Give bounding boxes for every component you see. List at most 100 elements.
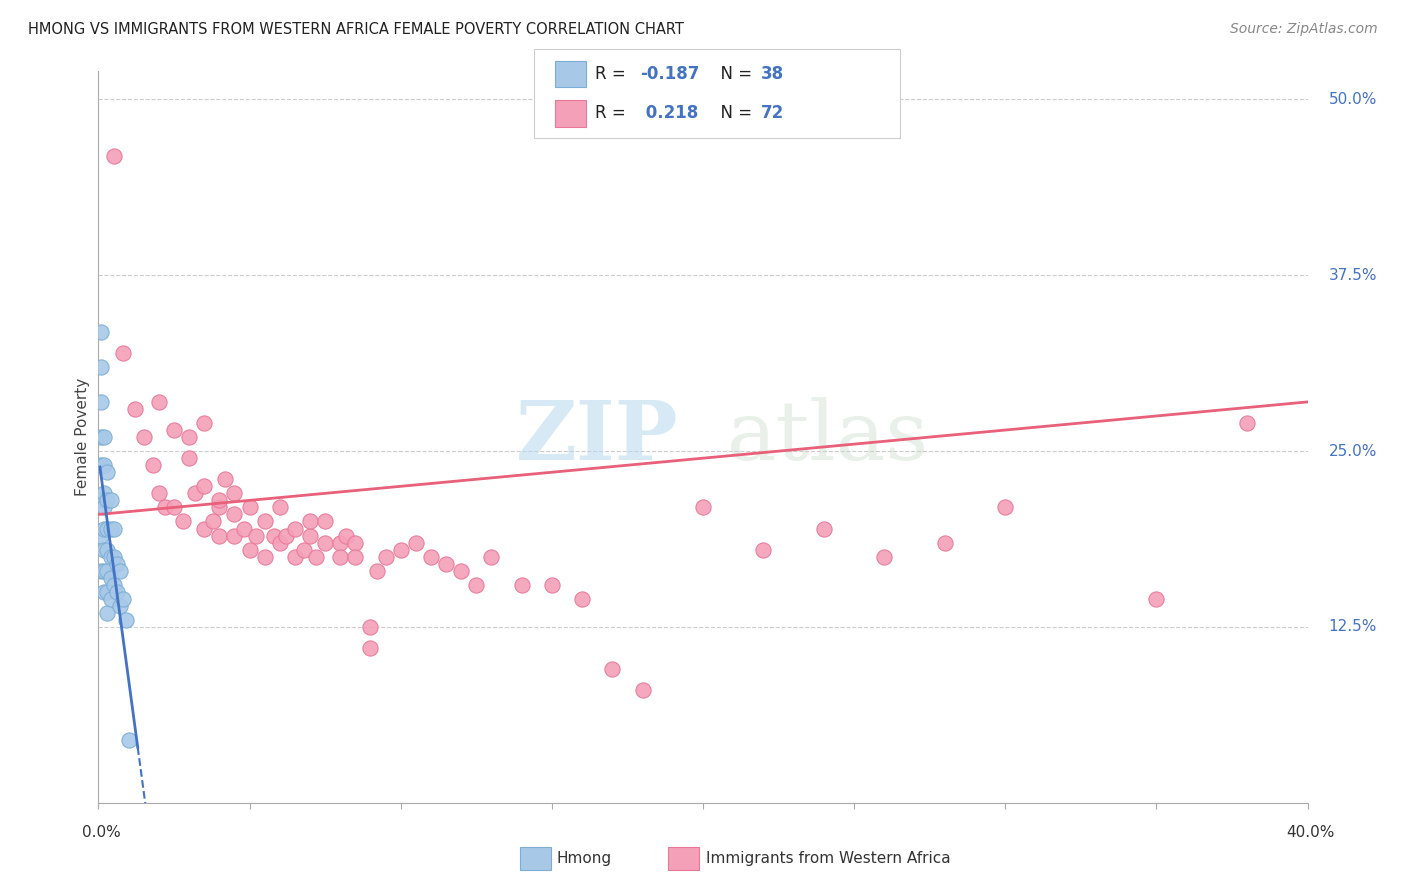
Point <box>344 549 367 564</box>
Point <box>284 521 307 535</box>
Text: ZIP: ZIP <box>516 397 679 477</box>
Point <box>752 542 775 557</box>
Text: R =: R = <box>595 65 631 83</box>
Point <box>329 535 352 549</box>
Text: N =: N = <box>710 65 758 83</box>
Point <box>100 493 122 508</box>
Point <box>96 606 118 620</box>
Point <box>202 515 225 529</box>
Point <box>118 732 141 747</box>
Text: atlas: atlas <box>727 397 929 477</box>
Point <box>873 549 896 564</box>
Text: 0.0%: 0.0% <box>82 825 121 840</box>
Point <box>405 535 427 549</box>
Point <box>93 584 115 599</box>
Point <box>813 521 835 535</box>
Point <box>96 493 118 508</box>
Text: HMONG VS IMMIGRANTS FROM WESTERN AFRICA FEMALE POVERTY CORRELATION CHART: HMONG VS IMMIGRANTS FROM WESTERN AFRICA … <box>28 22 683 37</box>
Point <box>96 542 118 557</box>
Point <box>100 549 122 564</box>
Text: Hmong: Hmong <box>557 851 612 865</box>
Point <box>103 149 125 163</box>
Point <box>253 515 276 529</box>
Point <box>419 549 441 564</box>
Text: Source: ZipAtlas.com: Source: ZipAtlas.com <box>1230 22 1378 37</box>
Point <box>193 479 215 493</box>
Point <box>360 620 382 634</box>
Point <box>571 591 593 606</box>
Text: 12.5%: 12.5% <box>1329 619 1376 634</box>
Point <box>105 557 128 571</box>
Point <box>465 578 488 592</box>
Text: 38: 38 <box>761 65 783 83</box>
Point <box>602 662 624 676</box>
Point <box>163 500 186 515</box>
Point <box>214 472 236 486</box>
Point <box>224 508 246 522</box>
Point <box>90 430 112 444</box>
Point <box>269 500 291 515</box>
Point <box>132 430 155 444</box>
Point <box>103 578 125 592</box>
Point <box>90 564 112 578</box>
Point <box>90 493 112 508</box>
Point <box>172 515 194 529</box>
Point <box>631 683 654 698</box>
Text: 37.5%: 37.5% <box>1329 268 1376 283</box>
Point <box>1236 416 1258 430</box>
Point <box>177 430 201 444</box>
Point <box>274 528 297 542</box>
Point <box>239 542 262 557</box>
Text: -0.187: -0.187 <box>640 65 699 83</box>
Point <box>193 521 215 535</box>
Point <box>100 521 122 535</box>
Point <box>934 535 956 549</box>
Point <box>389 542 412 557</box>
Point <box>314 535 336 549</box>
Point <box>105 584 128 599</box>
Point <box>434 557 457 571</box>
Point <box>232 521 254 535</box>
Point <box>994 500 1017 515</box>
Y-axis label: Female Poverty: Female Poverty <box>75 378 90 496</box>
Point <box>93 430 115 444</box>
Point <box>93 486 115 500</box>
Point <box>177 451 201 466</box>
Point <box>96 521 118 535</box>
Text: 72: 72 <box>761 104 785 122</box>
Point <box>335 528 357 542</box>
Point <box>148 395 170 409</box>
Text: 40.0%: 40.0% <box>1286 825 1334 840</box>
Point <box>100 591 122 606</box>
Point <box>510 578 533 592</box>
Point <box>114 613 136 627</box>
Point <box>305 549 328 564</box>
Point <box>124 401 146 416</box>
Point <box>93 521 115 535</box>
Point <box>208 500 231 515</box>
Point <box>360 641 382 656</box>
Point <box>103 521 125 535</box>
Text: 50.0%: 50.0% <box>1329 92 1376 107</box>
Point <box>692 500 714 515</box>
Point <box>344 535 367 549</box>
Point <box>1144 591 1167 606</box>
Point <box>90 528 112 542</box>
Point <box>93 542 115 557</box>
Point <box>93 458 115 473</box>
Point <box>163 423 186 437</box>
Point <box>366 564 388 578</box>
Point <box>299 528 322 542</box>
Point <box>239 500 262 515</box>
Point <box>193 416 215 430</box>
Point <box>284 549 307 564</box>
Point <box>148 486 170 500</box>
Point <box>93 500 115 515</box>
Point <box>103 549 125 564</box>
Point <box>450 564 472 578</box>
Point <box>299 515 322 529</box>
Point <box>96 564 118 578</box>
Point <box>96 465 118 479</box>
Point <box>374 549 396 564</box>
Text: 0.218: 0.218 <box>640 104 697 122</box>
